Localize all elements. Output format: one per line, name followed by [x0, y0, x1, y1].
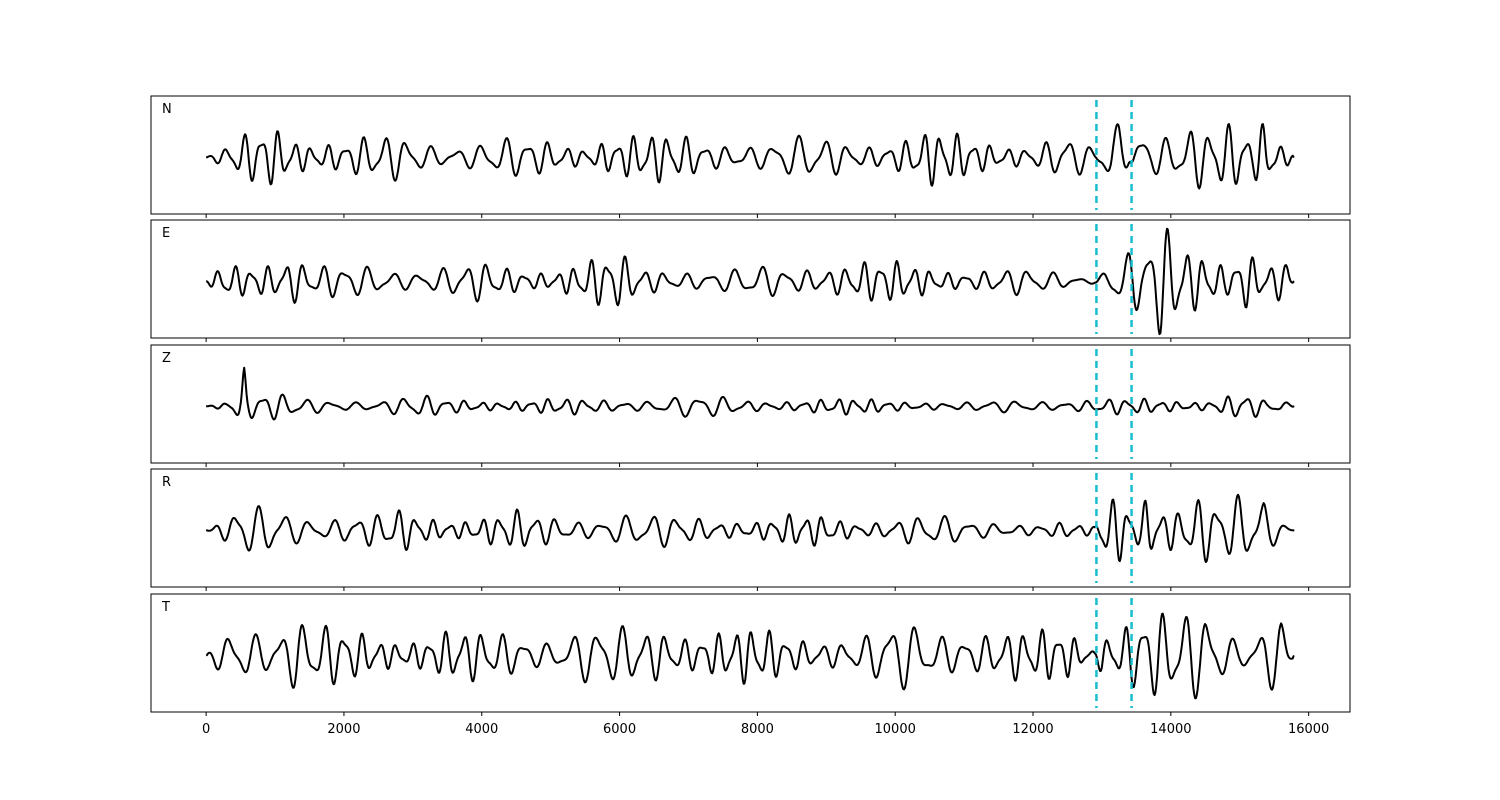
panel-Z: Z — [150, 344, 1351, 467]
trace-R — [206, 493, 1295, 563]
x-tick-label: 16000 — [1288, 722, 1329, 737]
x-tick-label: 6000 — [603, 722, 636, 737]
panel-label-R: R — [162, 475, 171, 490]
x-tick-label: 10000 — [875, 722, 916, 737]
panel-N: N — [150, 95, 1351, 218]
trace-N — [205, 123, 1295, 190]
panels-group: N E Z R T — [150, 95, 1351, 716]
x-tick-label: 14000 — [1150, 722, 1191, 737]
panel-frame-Z — [150, 344, 1351, 464]
panel-label-N: N — [162, 102, 172, 117]
x-tick-label: 4000 — [465, 722, 498, 737]
panel-label-Z: Z — [162, 351, 171, 366]
trace-T — [205, 612, 1295, 700]
panel-label-E: E — [162, 226, 170, 241]
x-tick-label: 8000 — [741, 722, 774, 737]
panel-label-T: T — [161, 600, 170, 615]
panel-frame-N — [150, 95, 1351, 215]
panel-R: R — [150, 468, 1351, 591]
panel-frame-R — [150, 468, 1351, 588]
x-axis: 0 2000 4000 6000 8000 10000 12000 14000 16000 — [202, 722, 1329, 737]
x-tick-label: 2000 — [327, 722, 360, 737]
panel-frame-T — [150, 593, 1351, 713]
panel-T: T — [150, 593, 1351, 716]
trace-Z — [205, 366, 1295, 421]
x-tick-label: 0 — [202, 722, 210, 737]
panel-E: E — [150, 219, 1351, 342]
x-tick-label: 12000 — [1012, 722, 1053, 737]
trace-E — [206, 227, 1295, 336]
panel-frame-E — [150, 219, 1351, 339]
